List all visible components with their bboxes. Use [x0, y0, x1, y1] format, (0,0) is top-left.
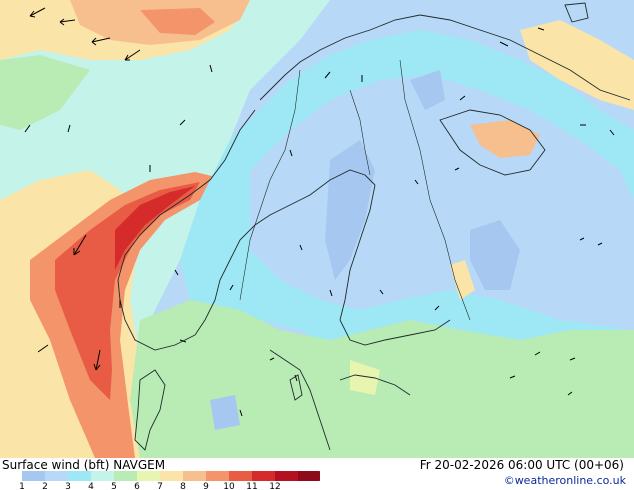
wind-arrow: [24, 124, 31, 133]
wind-arrow: [329, 289, 333, 297]
arctic-coast: [419, 14, 631, 101]
color-scale: 1 2 3 4 5 6 7 8 9 10 11 12: [19, 471, 320, 490]
wind-arrow: [29, 7, 46, 18]
coastal-darkred-band: [115, 186, 195, 270]
kola-orange-patch: [470, 120, 540, 158]
wind-arrow: [509, 375, 516, 379]
wind-arrow: [324, 71, 331, 79]
wind-arrow: [269, 357, 275, 361]
kola-peach-field: [520, 20, 634, 110]
wind-arrow: [459, 95, 466, 101]
norway-sweden-border: [239, 69, 301, 301]
wind-arrow: [229, 284, 234, 291]
russia-blue-patch: [470, 220, 520, 290]
wind-arrow: [179, 339, 187, 343]
wind-arrow: [579, 237, 585, 241]
scale-swatch: [114, 471, 137, 481]
scale-boxes: [22, 471, 320, 481]
product-label: Surface wind (bft) NAVGEM: [2, 458, 166, 472]
scale-tick-label: 7: [157, 482, 163, 490]
finland-russia-border: [399, 59, 471, 321]
wind-arrow: [567, 391, 573, 396]
finland-blue-patch: [325, 140, 375, 280]
bothnia-coast: [339, 184, 451, 346]
scale-tick-label: 12: [269, 482, 280, 490]
wind-arrow: [209, 64, 213, 73]
footer-bar: Surface wind (bft) NAVGEM Fr 20-02-2026 …: [0, 458, 634, 490]
scale-tick-label: 2: [42, 482, 48, 490]
coastlines: [117, 2, 631, 451]
wind-arrow: [537, 27, 545, 31]
scale-tick-label: 3: [65, 482, 71, 490]
wind-arrow: [569, 357, 576, 361]
denmark-outline: [134, 369, 166, 451]
southwest-blue-patch: [210, 395, 240, 430]
sweden-finland-border: [349, 89, 371, 176]
wind-arrow: [91, 37, 111, 46]
wind-arrow: [499, 41, 509, 47]
wind-arrow: [179, 119, 186, 126]
sweden-coast: [194, 169, 376, 336]
wind-arrow: [299, 244, 303, 251]
wind-arrow: [59, 18, 76, 26]
scale-ticks: 1 2 3 4 5 6 7 8 9 10 11 12: [19, 482, 281, 490]
wind-arrow: [93, 349, 101, 371]
copyright-link[interactable]: ©weatheronline.co.uk: [503, 474, 626, 487]
scale-arrow-tip: [319, 471, 320, 481]
wind-arrow: [174, 269, 179, 276]
scale-swatch: [160, 471, 183, 481]
scale-tick-label: 6: [134, 482, 140, 490]
svalbard-outline: [564, 2, 589, 23]
scale-swatch: [183, 471, 206, 481]
wind-arrow: [124, 49, 141, 61]
wind-arrow: [434, 305, 440, 311]
scale-swatch: [275, 471, 298, 481]
scale-swatch: [298, 471, 319, 481]
wind-arrow: [37, 344, 49, 353]
south-yellow-patch: [350, 360, 380, 395]
east-peach-patch: [450, 260, 475, 300]
wind-arrows: [24, 7, 615, 417]
scale-tick-label: 8: [180, 482, 186, 490]
coastal-red-band: [55, 182, 200, 400]
scale-swatch: [137, 471, 160, 481]
wind-arrow: [414, 179, 419, 185]
baltic-coast: [269, 349, 411, 451]
wind-arrow: [597, 242, 603, 246]
northwest-green-field: [0, 55, 90, 130]
scale-tick-label: 4: [88, 482, 94, 490]
wind-arrow: [609, 129, 615, 136]
wind-arrow: [379, 289, 384, 295]
wind-arrow: [534, 351, 541, 356]
scale-swatch: [45, 471, 68, 481]
scale-swatch: [22, 471, 45, 481]
scale-swatch: [91, 471, 114, 481]
wind-arrow: [454, 167, 460, 171]
map-canvas: [0, 0, 634, 458]
wind-arrow: [67, 124, 71, 133]
north-salmon-field: [140, 8, 215, 35]
wind-map: [0, 0, 634, 458]
north-blue-patch: [410, 70, 445, 110]
scale-tick-label: 11: [246, 482, 257, 490]
wind-arrow: [73, 234, 87, 256]
scale-tick-label: 1: [19, 482, 25, 490]
white-sea-coast: [439, 109, 546, 176]
wind-arrow: [294, 374, 298, 382]
scale-swatch: [229, 471, 252, 481]
scale-swatch: [206, 471, 229, 481]
scale-tick-label: 5: [111, 482, 117, 490]
scale-tick-label: 10: [223, 482, 235, 490]
baltic-green-field: [130, 300, 634, 458]
scale-swatch: [252, 471, 275, 481]
scale-tick-label: 9: [203, 482, 209, 490]
wind-arrow: [239, 409, 243, 417]
valid-time-label: Fr 20-02-2026 06:00 UTC (00+06): [419, 458, 624, 472]
wind-arrow: [289, 149, 293, 157]
scale-swatch: [68, 471, 91, 481]
norway-coast: [117, 14, 421, 351]
